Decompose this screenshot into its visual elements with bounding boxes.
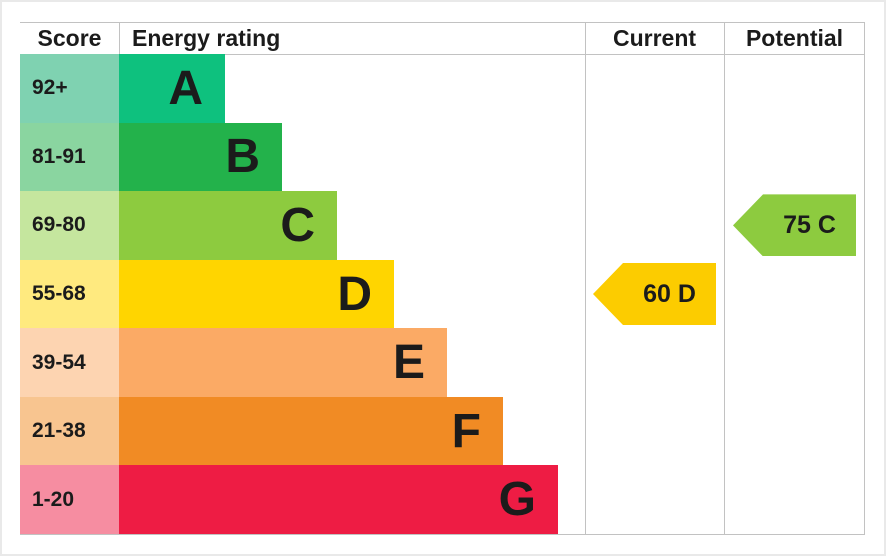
table-top-border (20, 22, 865, 23)
rating-band-row: 55-68 D (20, 259, 865, 329)
rating-band-row: 92+ A (20, 54, 865, 123)
divider-score-rating (119, 22, 120, 54)
score-range: 69-80 (20, 191, 119, 260)
column-header-potential: Potential (745, 24, 844, 51)
column-header-score: Score (37, 24, 102, 51)
table-bottom-border (20, 534, 865, 535)
rating-band-row: 21-38 F (20, 396, 865, 466)
rating-bar-g: G (119, 465, 558, 535)
divider-current-potential (724, 22, 725, 535)
current-rating-arrow: 60 D (593, 263, 716, 325)
current-rating-label: 60 D (643, 279, 696, 308)
table-right-border (864, 22, 865, 535)
divider-rating-current (585, 22, 586, 535)
rating-band-row: 69-80 C (20, 191, 865, 260)
column-header-energy-rating: Energy rating (132, 24, 281, 51)
score-range: 55-68 (20, 259, 119, 329)
header-bottom-border (20, 54, 865, 55)
score-range: 92+ (20, 54, 119, 123)
column-header-current: Current (612, 24, 697, 51)
rating-bar-f: F (119, 396, 503, 466)
score-range: 1-20 (20, 465, 119, 535)
potential-rating-label: 75 C (783, 210, 836, 239)
rating-bar-c: C (119, 191, 337, 260)
rating-band-row: 81-91 B (20, 122, 865, 192)
rating-bands: 92+ A 81-91 B 69-80 C 55-68 D 39-54 E 21-38 F 1-20 G (20, 54, 865, 535)
score-range: 39-54 (20, 328, 119, 397)
score-range: 81-91 (20, 122, 119, 192)
rating-bar-a: A (119, 54, 225, 123)
rating-band-row: 1-20 G (20, 465, 865, 535)
rating-bar-b: B (119, 122, 282, 192)
rating-band-row: 39-54 E (20, 328, 865, 397)
potential-rating-arrow: 75 C (733, 194, 856, 257)
rating-bar-e: E (119, 328, 447, 397)
score-range: 21-38 (20, 396, 119, 466)
rating-bar-d: D (119, 259, 394, 329)
